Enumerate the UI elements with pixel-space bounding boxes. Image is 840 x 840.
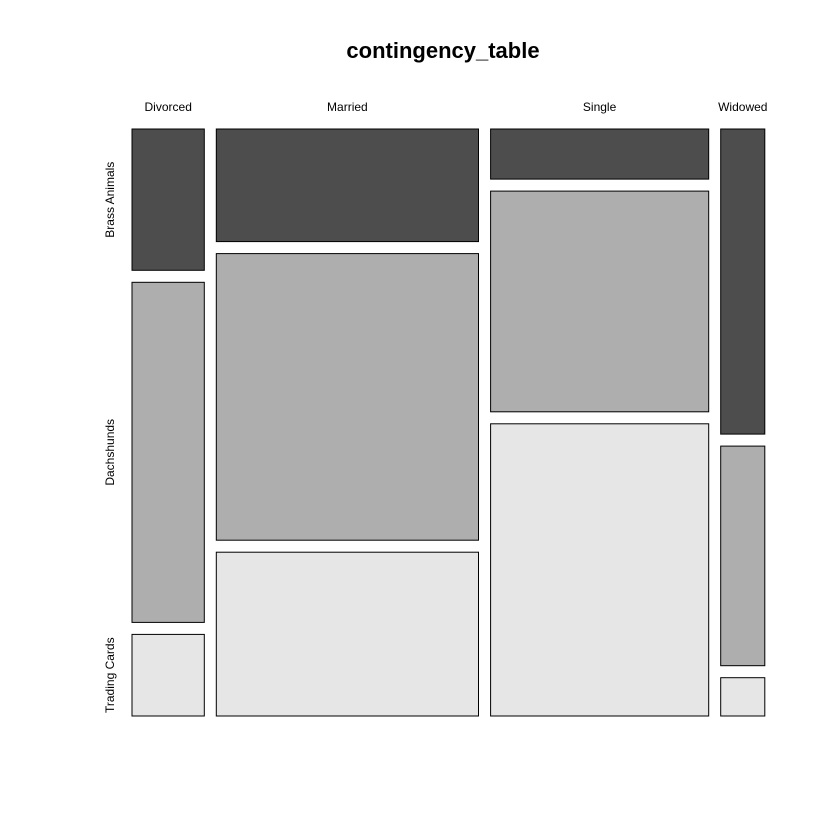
column-label-divorced: Divorced bbox=[145, 100, 192, 114]
tile-divorced-dachshunds bbox=[131, 281, 205, 623]
row-labels: Brass Animals Dachshunds Trading Cards bbox=[103, 162, 117, 713]
mosaic-tiles bbox=[131, 128, 766, 717]
row-label-trading-cards: Trading Cards bbox=[103, 637, 117, 713]
tile-married-dachshunds bbox=[215, 253, 480, 541]
column-label-single: Single bbox=[583, 100, 617, 114]
tile-married-trading-cards bbox=[215, 551, 480, 717]
chart-title: contingency_table bbox=[346, 38, 539, 63]
tile-married-brass-animals bbox=[215, 128, 480, 243]
row-label-brass-animals: Brass Animals bbox=[103, 162, 117, 238]
row-label-dachshunds: Dachshunds bbox=[103, 419, 117, 486]
column-label-married: Married bbox=[327, 100, 368, 114]
column-label-widowed: Widowed bbox=[718, 100, 767, 114]
tile-single-brass-animals bbox=[490, 128, 710, 180]
tile-widowed-brass-animals bbox=[720, 128, 766, 435]
tile-single-trading-cards bbox=[490, 423, 710, 717]
tile-divorced-brass-animals bbox=[131, 128, 205, 271]
tile-widowed-dachshunds bbox=[720, 445, 766, 667]
column-labels: Divorced Married Single Widowed bbox=[145, 100, 768, 114]
tile-single-dachshunds bbox=[490, 190, 710, 413]
tile-divorced-trading-cards bbox=[131, 633, 205, 717]
tile-widowed-trading-cards bbox=[720, 677, 766, 717]
